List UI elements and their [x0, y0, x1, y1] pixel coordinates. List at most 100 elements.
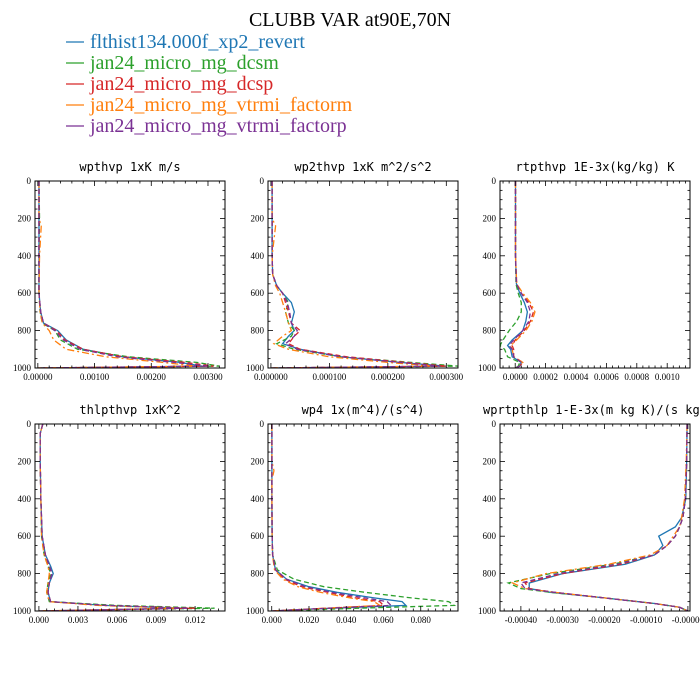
panel-title: rtpthvp 1E-3x(kg/kg) K [516, 160, 676, 174]
x-tick-label: 0.040 [336, 615, 357, 625]
y-tick-label: 400 [18, 494, 32, 504]
series-line [519, 424, 689, 611]
y-tick-label: 400 [251, 251, 265, 261]
x-tick-label: 0.020 [299, 615, 320, 625]
x-tick-label: 0.000000 [254, 372, 288, 382]
x-tick-label: 0.080 [411, 615, 432, 625]
y-tick-label: 0 [492, 176, 497, 186]
series-line [271, 424, 385, 611]
chart-panel: rtpthvp 1E-3x(kg/kg) K 0 200 400 600 800 1000 0… [478, 160, 691, 382]
y-tick-label: 1000 [246, 363, 265, 373]
series-line [509, 181, 536, 368]
legend-label: jan24_micro_mg_dcsm [89, 52, 279, 74]
series-line [38, 424, 176, 611]
panel-title: wprtpthlp 1-E-3x(m kg K)/(s kg) [483, 403, 700, 417]
x-tick-label: 0.0008 [624, 372, 649, 382]
x-tick-label: 0.00300 [193, 372, 223, 382]
x-tick-label: 0.006 [107, 615, 128, 625]
x-tick-label: -0.00030 [547, 615, 580, 625]
y-tick-label: 1000 [478, 363, 497, 373]
series-line [37, 181, 209, 368]
plot-frame [267, 180, 459, 369]
y-tick-label: 200 [483, 213, 497, 223]
x-tick-label: -0.00020 [588, 615, 621, 625]
series-line [270, 181, 458, 368]
series-line [270, 181, 435, 368]
chart-panel: wprtpthlp 1-E-3x(m kg K)/(s kg) 0 200 400 60… [478, 403, 700, 625]
x-tick-label: -0.00000 [672, 615, 700, 625]
legend-label: jan24_micro_mg_dcsp [89, 73, 273, 95]
panel-title: wpthvp 1xK m/s [79, 160, 180, 174]
legend-label: jan24_micro_mg_vtrmi_factorp [89, 115, 347, 137]
y-tick-label: 1000 [13, 363, 32, 373]
y-tick-label: 0 [260, 419, 265, 429]
y-tick-label: 600 [251, 288, 265, 298]
y-tick-label: 600 [483, 531, 497, 541]
x-tick-label: -0.00010 [630, 615, 663, 625]
y-tick-label: 800 [483, 326, 497, 336]
x-tick-label: 0.00000 [23, 372, 53, 382]
y-tick-label: 200 [251, 213, 265, 223]
y-tick-label: 0 [492, 419, 497, 429]
legend-entry: jan24_micro_mg_dcsm [66, 52, 279, 74]
y-tick-label: 1000 [478, 606, 497, 616]
y-tick-label: 800 [251, 326, 265, 336]
series-line [270, 181, 441, 368]
y-tick-label: 400 [18, 251, 32, 261]
y-tick-label: 800 [18, 326, 32, 336]
series-line [506, 424, 689, 611]
x-tick-label: 0.000 [29, 615, 50, 625]
y-tick-label: 200 [18, 213, 32, 223]
y-tick-label: 0 [260, 176, 265, 186]
series-line [510, 424, 689, 611]
series-line [508, 181, 532, 368]
x-tick-label: 0.000200 [371, 372, 405, 382]
y-tick-label: 0 [27, 176, 32, 186]
legend: flthist134.000f_xp2_revertjan24_micro_mg… [66, 31, 353, 137]
y-tick-label: 0 [27, 419, 32, 429]
legend-entry: flthist134.000f_xp2_revert [66, 31, 305, 53]
y-tick-label: 200 [18, 456, 32, 466]
x-tick-label: 0.000 [262, 615, 283, 625]
x-tick-label: 0.009 [146, 615, 167, 625]
y-tick-label: 200 [251, 456, 265, 466]
x-tick-label: 0.0002 [533, 372, 558, 382]
legend-entry: jan24_micro_mg_vtrmi_factorm [66, 94, 353, 116]
series-line [528, 424, 689, 611]
panel-title: wp2thvp 1xK m^2/s^2 [294, 160, 431, 174]
y-tick-label: 400 [483, 251, 497, 261]
series-line [38, 424, 196, 611]
y-tick-label: 800 [251, 569, 265, 579]
x-tick-label: 0.00100 [80, 372, 110, 382]
plot-frame [499, 180, 691, 369]
series-line [38, 424, 215, 611]
series-line [38, 424, 189, 611]
x-tick-label: 0.0006 [594, 372, 619, 382]
x-tick-label: 0.0004 [564, 372, 589, 382]
x-tick-label: 0.000300 [429, 372, 463, 382]
y-tick-label: 600 [483, 288, 497, 298]
y-tick-label: 800 [483, 569, 497, 579]
series-line [37, 181, 197, 368]
x-tick-label: 0.003 [68, 615, 89, 625]
x-tick-label: -0.00040 [505, 615, 538, 625]
legend-label: flthist134.000f_xp2_revert [90, 31, 305, 53]
x-tick-label: 0.0010 [655, 372, 680, 382]
y-tick-label: 400 [251, 494, 265, 504]
panel-title: wp4 1x(m^4)/(s^4) [302, 403, 425, 417]
x-tick-label: 0.060 [373, 615, 394, 625]
x-tick-label: 0.00200 [137, 372, 167, 382]
y-tick-label: 800 [18, 569, 32, 579]
y-tick-label: 600 [18, 531, 32, 541]
plot-frame [499, 423, 691, 612]
series-line [270, 181, 447, 368]
series-line [271, 424, 382, 611]
y-tick-label: 400 [483, 494, 497, 504]
chart-panel: wp2thvp 1xK m^2/s^2020040060080010000.00… [246, 160, 464, 382]
x-tick-label: 0.0000 [503, 372, 528, 382]
y-tick-label: 1000 [13, 606, 32, 616]
